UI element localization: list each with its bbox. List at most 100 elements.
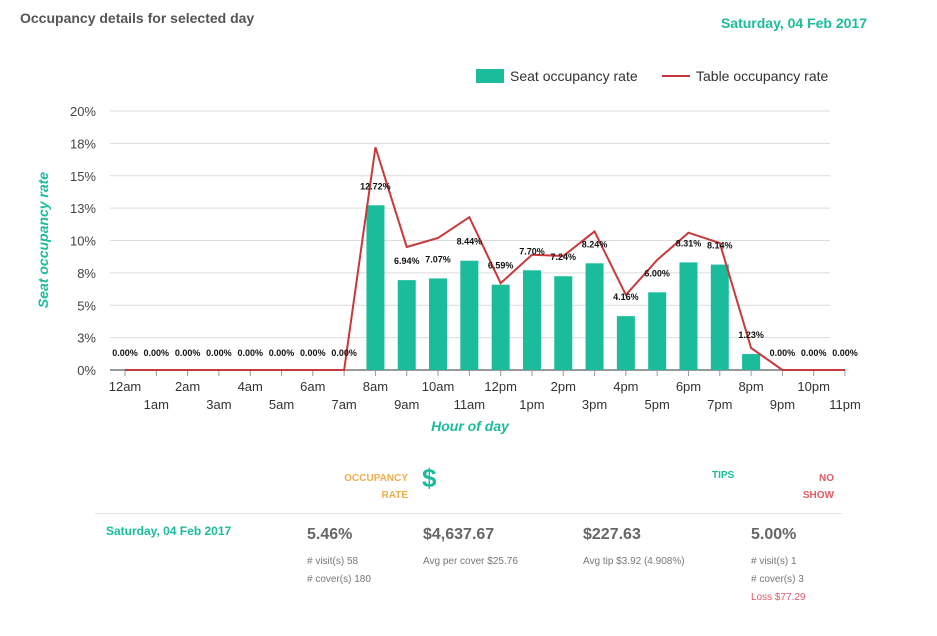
y-tick-label: 5% <box>77 298 96 313</box>
bar-data-label: 6.00% <box>644 268 670 278</box>
tips-avg: Avg tip $3.92 (4.908%) <box>583 556 685 567</box>
y-tick-label: 8% <box>77 266 96 281</box>
bar-data-label: 8.31% <box>676 238 702 248</box>
occupancy-covers: # cover(s) 180 <box>307 574 371 585</box>
y-tick-label: 3% <box>77 331 96 346</box>
bar <box>585 263 604 370</box>
bar-data-label: 0.00% <box>832 348 858 358</box>
bar <box>710 264 729 370</box>
x-tick-label: 9pm <box>770 397 795 412</box>
table-occupancy-line <box>125 146 845 371</box>
x-tick-label: 5pm <box>645 397 670 412</box>
selected-date: Saturday, 04 Feb 2017 <box>720 15 867 31</box>
bar <box>397 280 416 370</box>
x-tick-label: 4pm <box>613 379 638 394</box>
no-show-covers: # cover(s) 3 <box>751 574 804 585</box>
revenue-value: $4,637.67 <box>423 526 495 543</box>
summary-divider <box>95 513 842 514</box>
occupancy-summary: 5.46% # visit(s) 58 # cover(s) 180 <box>307 526 371 589</box>
bar-data-label: 4.16% <box>613 292 639 302</box>
y-tick-label: 18% <box>70 136 96 151</box>
bar-data-label: 0.00% <box>331 348 357 358</box>
legend-label-seat: Seat occupancy rate <box>510 68 638 84</box>
tips-summary: $227.63 Avg tip $3.92 (4.908%) <box>583 526 685 571</box>
no-show-loss: Loss $77.29 <box>751 592 806 603</box>
bar-data-label: 0.00% <box>300 348 326 358</box>
occupancy-rate-header: OCCUPANCY RATE <box>344 473 408 501</box>
y-tick-label: 10% <box>70 234 96 249</box>
tips-header: TIPS <box>712 470 735 481</box>
occupancy-value: 5.46% <box>307 526 353 543</box>
x-tick-label: 2am <box>175 379 200 394</box>
bar-data-label: 0.00% <box>237 348 263 358</box>
x-tick-label: 10pm <box>797 379 830 394</box>
y-tick-label: 15% <box>70 169 96 184</box>
occupancy-visits: # visit(s) 58 <box>307 556 359 567</box>
bar <box>460 260 479 370</box>
bar-data-label: 6.59% <box>488 261 514 271</box>
x-tick-label: 9am <box>394 397 419 412</box>
x-tick-label: 8am <box>363 379 388 394</box>
bar-data-label: 7.70% <box>519 246 545 256</box>
bar-data-label: 0.00% <box>206 348 232 358</box>
revenue-avg-per-cover: Avg per cover $25.76 <box>423 556 518 567</box>
bar-data-label: 0.00% <box>144 348 170 358</box>
bar <box>366 205 385 370</box>
x-tick-label: 12am <box>109 379 142 394</box>
x-tick-label: 8pm <box>738 379 763 394</box>
x-tick-label: 10am <box>422 379 455 394</box>
y-axis-title: Seat occupancy rate <box>35 172 51 308</box>
bar <box>491 284 510 370</box>
y-tick-label: 20% <box>70 104 96 119</box>
x-axis-title: Hour of day <box>431 418 510 434</box>
x-tick-label: 4am <box>238 379 263 394</box>
bar-data-label: 12.72% <box>360 181 391 191</box>
bar <box>679 262 698 370</box>
x-tick-label: 1pm <box>519 397 544 412</box>
bar-data-label: 0.00% <box>770 348 796 358</box>
x-tick-label: 2pm <box>551 379 576 394</box>
bar-data-label: 1.23% <box>738 330 764 340</box>
bar <box>554 276 573 370</box>
no-show-visits: # visit(s) 1 <box>751 556 797 567</box>
bar <box>742 354 761 370</box>
no-show-header: NO SHOW <box>802 473 834 501</box>
no-show-value: 5.00% <box>751 526 797 543</box>
legend-swatch-seat <box>476 69 504 83</box>
no-show-summary: 5.00% # visit(s) 1 # cover(s) 3 Loss $77… <box>751 526 806 607</box>
x-tick-label: 7pm <box>707 397 732 412</box>
page-title: Occupancy details for selected day <box>20 10 255 26</box>
x-tick-label: 6am <box>300 379 325 394</box>
revenue-summary: $4,637.67 Avg per cover $25.76 <box>423 526 518 571</box>
bar <box>616 316 635 370</box>
bar-data-label: 7.24% <box>550 252 576 262</box>
bar-data-label: 8.44% <box>457 237 483 247</box>
bar <box>648 292 667 370</box>
legend-label-table: Table occupancy rate <box>696 68 829 84</box>
x-tick-label: 1am <box>144 397 169 412</box>
bar-data-label: 0.00% <box>269 348 295 358</box>
x-tick-label: 3pm <box>582 397 607 412</box>
x-tick-label: 3am <box>206 397 231 412</box>
bar-data-label: 0.00% <box>801 348 827 358</box>
summary-row-date: Saturday, 04 Feb 2017 <box>106 524 232 538</box>
x-tick-label: 5am <box>269 397 294 412</box>
x-tick-label: 12pm <box>484 379 517 394</box>
bar <box>522 270 541 370</box>
x-tick-label: 11pm <box>829 397 861 412</box>
x-tick-label: 7am <box>331 397 356 412</box>
bar <box>429 278 448 370</box>
x-tick-label: 11am <box>454 397 486 412</box>
bar-data-label: 8.24% <box>582 239 608 249</box>
bar-data-label: 6.94% <box>394 256 420 266</box>
dollar-icon: $ <box>422 463 437 493</box>
tips-value: $227.63 <box>583 526 641 543</box>
y-tick-label: 0% <box>77 363 96 378</box>
y-tick-label: 13% <box>70 201 96 216</box>
summary-section: OCCUPANCY RATE $ TIPS NO SHOW Saturday, … <box>0 462 937 636</box>
bar-data-label: 7.07% <box>425 254 451 264</box>
x-tick-label: 6pm <box>676 379 701 394</box>
bar-data-label: 8.14% <box>707 241 733 251</box>
bar-data-label: 0.00% <box>175 348 201 358</box>
